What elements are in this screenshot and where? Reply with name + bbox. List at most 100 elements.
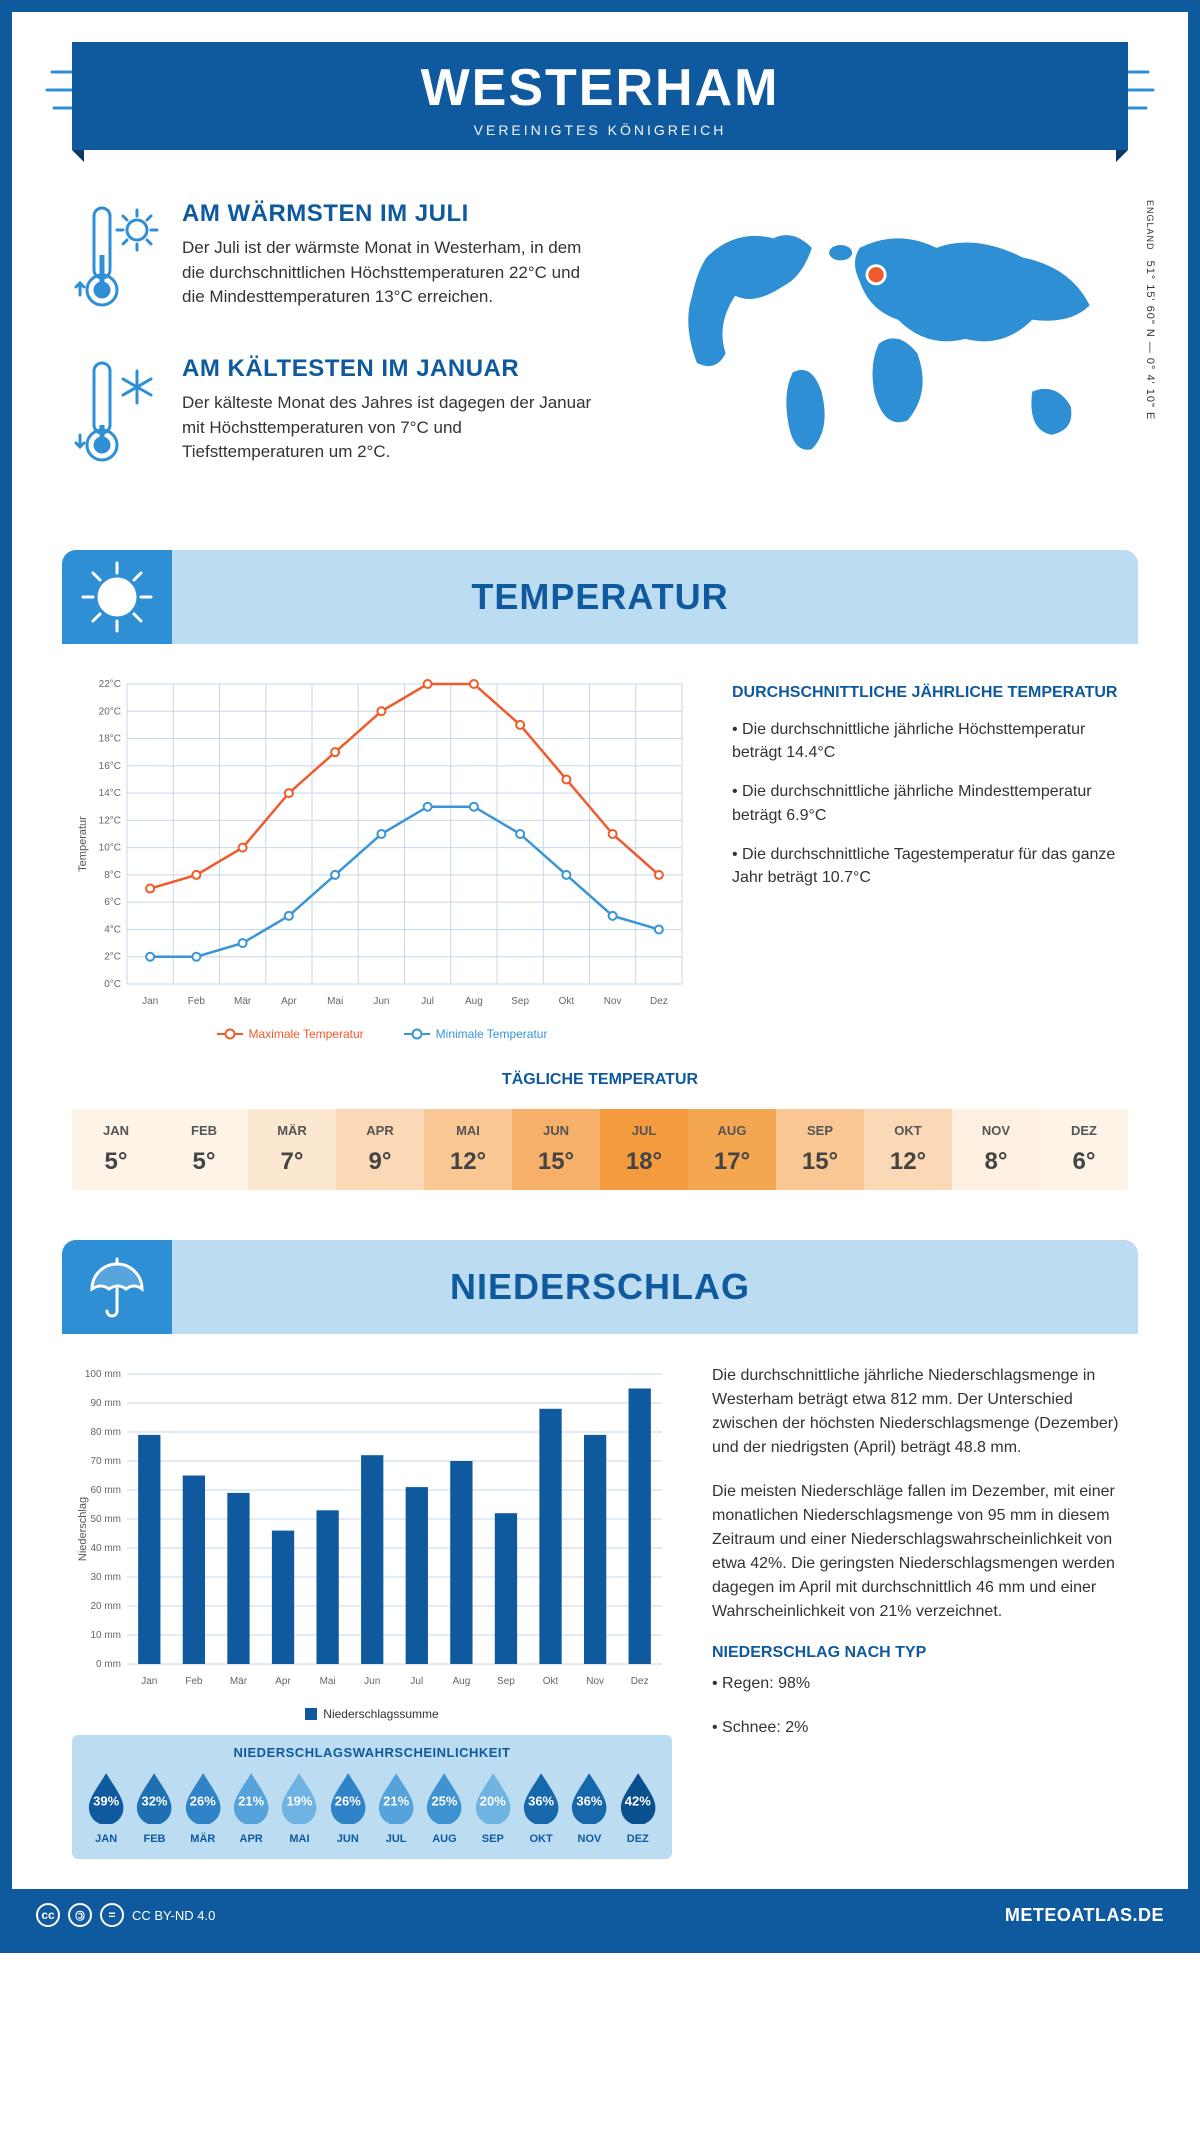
svg-text:Nov: Nov bbox=[604, 996, 622, 1007]
daily-temp-cell: OKT12° bbox=[864, 1109, 952, 1190]
prob-cell: 32%FEB bbox=[132, 1770, 176, 1845]
svg-text:Okt: Okt bbox=[559, 996, 575, 1007]
umbrella-icon bbox=[62, 1240, 172, 1334]
svg-text:2°C: 2°C bbox=[104, 952, 121, 963]
svg-text:Niederschlag: Niederschlag bbox=[77, 1497, 89, 1561]
svg-text:Feb: Feb bbox=[185, 1676, 203, 1687]
daily-title: TÄGLICHE TEMPERATUR bbox=[72, 1071, 1128, 1089]
svg-text:Dez: Dez bbox=[650, 996, 668, 1007]
coldest-title: AM KÄLTESTEN IM JANUAR bbox=[182, 355, 599, 383]
daily-temp-cell: FEB5° bbox=[160, 1109, 248, 1190]
world-map: ENGLAND 51° 15' 60" N — 0° 4' 10" E bbox=[649, 200, 1128, 510]
daily-temp-cell: DEZ6° bbox=[1040, 1109, 1128, 1190]
daily-temp-cell: JUL18° bbox=[600, 1109, 688, 1190]
svg-text:Mai: Mai bbox=[327, 996, 343, 1007]
warmest-block: AM WÄRMSTEN IM JULI Der Juli ist der wär… bbox=[72, 200, 599, 325]
svg-text:Jun: Jun bbox=[364, 1676, 380, 1687]
prob-cell: 19%MAI bbox=[277, 1770, 321, 1845]
daily-temp-cell: AUG17° bbox=[688, 1109, 776, 1190]
section-banner-temperature: TEMPERATUR bbox=[62, 550, 1138, 644]
precipitation-chart: 0 mm10 mm20 mm30 mm40 mm50 mm60 mm70 mm8… bbox=[72, 1364, 672, 1721]
precip-para: Die durchschnittliche jährliche Niedersc… bbox=[712, 1364, 1128, 1460]
svg-text:Feb: Feb bbox=[188, 996, 206, 1007]
svg-text:Mär: Mär bbox=[230, 1676, 248, 1687]
svg-text:Apr: Apr bbox=[281, 996, 297, 1007]
svg-text:Jul: Jul bbox=[421, 996, 434, 1007]
temperature-chart: 0°C2°C4°C6°C8°C10°C12°C14°C16°C18°C20°C2… bbox=[72, 674, 692, 1041]
temp-desc-title: DURCHSCHNITTLICHE JÄHRLICHE TEMPERATUR bbox=[732, 684, 1128, 702]
svg-text:Sep: Sep bbox=[497, 1676, 515, 1687]
svg-text:12°C: 12°C bbox=[99, 815, 121, 826]
legend-precip: Niederschlagssumme bbox=[323, 1707, 438, 1721]
nd-icon: = bbox=[100, 1903, 124, 1927]
prob-cell: 25%AUG bbox=[422, 1770, 466, 1845]
prob-cell: 21%JUL bbox=[374, 1770, 418, 1845]
prob-cell: 36%OKT bbox=[519, 1770, 563, 1845]
svg-text:50 mm: 50 mm bbox=[90, 1514, 121, 1525]
svg-text:30 mm: 30 mm bbox=[90, 1572, 121, 1583]
svg-text:Okt: Okt bbox=[543, 1676, 559, 1687]
prob-cell: 42%DEZ bbox=[616, 1770, 660, 1845]
precip-type: • Regen: 98% bbox=[712, 1672, 1128, 1696]
prob-cell: 26%JUN bbox=[326, 1770, 370, 1845]
svg-text:0 mm: 0 mm bbox=[96, 1659, 121, 1670]
svg-text:90 mm: 90 mm bbox=[90, 1398, 121, 1409]
warmest-text: Der Juli ist der wärmste Monat in Wester… bbox=[182, 236, 599, 310]
prob-cell: 20%SEP bbox=[471, 1770, 515, 1845]
sun-icon bbox=[62, 550, 172, 644]
svg-text:18°C: 18°C bbox=[99, 734, 121, 745]
by-icon: 🄯 bbox=[68, 1903, 92, 1927]
prob-cell: 26%MÄR bbox=[181, 1770, 225, 1845]
svg-text:80 mm: 80 mm bbox=[90, 1427, 121, 1438]
temp-bullet: • Die durchschnittliche jährliche Mindes… bbox=[732, 780, 1128, 826]
daily-temp-cell: JAN5° bbox=[72, 1109, 160, 1190]
svg-text:20°C: 20°C bbox=[99, 706, 121, 717]
svg-text:10 mm: 10 mm bbox=[90, 1630, 121, 1641]
legend-max: Maximale Temperatur bbox=[249, 1027, 364, 1041]
precip-type: • Schnee: 2% bbox=[712, 1716, 1128, 1740]
city-name: WESTERHAM bbox=[72, 58, 1128, 118]
svg-text:Jan: Jan bbox=[141, 1676, 157, 1687]
daily-temp-cell: MAI12° bbox=[424, 1109, 512, 1190]
thermometer-sun-icon bbox=[72, 200, 162, 325]
warmest-title: AM WÄRMSTEN IM JULI bbox=[182, 200, 599, 228]
svg-text:Apr: Apr bbox=[275, 1676, 291, 1687]
svg-text:6°C: 6°C bbox=[104, 897, 121, 908]
prob-cell: 36%NOV bbox=[567, 1770, 611, 1845]
svg-text:Mär: Mär bbox=[234, 996, 252, 1007]
site-name: METEOATLAS.DE bbox=[1005, 1905, 1164, 1926]
svg-text:8°C: 8°C bbox=[104, 870, 121, 881]
daily-temp-cell: NOV8° bbox=[952, 1109, 1040, 1190]
location-marker-icon bbox=[868, 267, 883, 282]
license-text: CC BY-ND 4.0 bbox=[132, 1908, 215, 1923]
svg-text:Jul: Jul bbox=[410, 1676, 423, 1687]
svg-text:Mai: Mai bbox=[320, 1676, 336, 1687]
daily-temperature-strip: TÄGLICHE TEMPERATUR JAN5°FEB5°MÄR7°APR9°… bbox=[12, 1071, 1188, 1240]
svg-text:Nov: Nov bbox=[586, 1676, 604, 1687]
temp-bullet: • Die durchschnittliche jährliche Höchst… bbox=[732, 718, 1128, 764]
cc-icon: cc bbox=[36, 1903, 60, 1927]
country-name: VEREINIGTES KÖNIGREICH bbox=[72, 122, 1128, 138]
svg-text:Sep: Sep bbox=[511, 996, 529, 1007]
precip-para: Die meisten Niederschläge fallen im Deze… bbox=[712, 1480, 1128, 1624]
svg-text:60 mm: 60 mm bbox=[90, 1485, 121, 1496]
section-title: NIEDERSCHLAG bbox=[450, 1266, 750, 1308]
svg-text:40 mm: 40 mm bbox=[90, 1543, 121, 1554]
svg-text:4°C: 4°C bbox=[104, 924, 121, 935]
svg-text:Dez: Dez bbox=[631, 1676, 649, 1687]
svg-text:Jan: Jan bbox=[142, 996, 158, 1007]
temp-bullet: • Die durchschnittliche Tagestemperatur … bbox=[732, 843, 1128, 889]
section-banner-precip: NIEDERSCHLAG bbox=[62, 1240, 1138, 1334]
thermometer-snow-icon bbox=[72, 355, 162, 480]
daily-temp-cell: SEP15° bbox=[776, 1109, 864, 1190]
coldest-block: AM KÄLTESTEN IM JANUAR Der kälteste Mona… bbox=[72, 355, 599, 480]
legend-min: Minimale Temperatur bbox=[436, 1027, 548, 1041]
svg-text:Jun: Jun bbox=[373, 996, 389, 1007]
svg-text:22°C: 22°C bbox=[99, 679, 121, 690]
svg-text:14°C: 14°C bbox=[99, 788, 121, 799]
header: WESTERHAM VEREINIGTES KÖNIGREICH bbox=[12, 12, 1188, 170]
precip-type-title: NIEDERSCHLAG NACH TYP bbox=[712, 1644, 1128, 1662]
svg-text:20 mm: 20 mm bbox=[90, 1601, 121, 1612]
coordinates: ENGLAND 51° 15' 60" N — 0° 4' 10" E bbox=[1144, 200, 1156, 420]
svg-text:Aug: Aug bbox=[452, 1676, 470, 1687]
